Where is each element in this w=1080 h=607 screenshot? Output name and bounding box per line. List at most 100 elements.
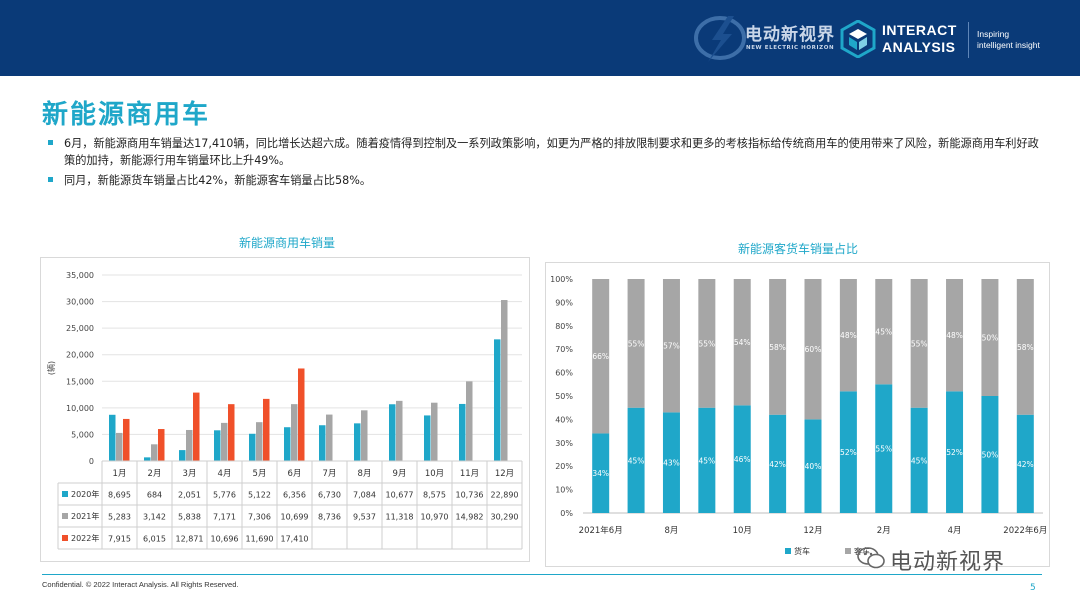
data-label: 42% (1017, 460, 1034, 469)
chart-title-sales: 新能源商用车销量 (239, 236, 336, 250)
lightning-globe-icon (694, 16, 746, 62)
data-label: 57% (663, 342, 680, 351)
data-label: 17,410 (281, 535, 309, 544)
bar-2021年 (221, 422, 228, 461)
watermark: 电动新视界 (890, 550, 1006, 575)
x-tick-label: 3月 (183, 469, 197, 479)
header-banner: 电动新视界 NEW ELECTRIC HORIZON INTERACT ANAL… (0, 0, 1080, 76)
ia-name-line1: INTERACT (882, 22, 957, 38)
bar-货车 (875, 384, 893, 513)
bar-2022年 (298, 368, 305, 461)
y-tick-label: 25,000 (66, 324, 94, 333)
bar-2021年 (291, 404, 298, 461)
data-label: 5,776 (213, 491, 236, 500)
bullet-item: 同月，新能源货车销量占比42%，新能源客车销量占比58%。 (48, 172, 1043, 189)
data-label: 7,084 (353, 491, 376, 500)
data-label: 48% (946, 331, 963, 340)
y-tick-label: 90% (555, 298, 573, 307)
data-label: 8,695 (108, 491, 131, 500)
x-tick-label: 2021年6月 (579, 525, 623, 536)
x-tick-label: 10月 (733, 526, 752, 536)
bullet-marker (48, 177, 53, 182)
legend-swatch (845, 548, 851, 554)
bar-2022年 (158, 429, 165, 461)
bar-货车 (839, 391, 857, 513)
data-label: 8,575 (423, 491, 446, 500)
y-tick-label: 20% (555, 462, 573, 471)
data-label: 48% (840, 331, 857, 340)
data-label: 12,871 (176, 535, 204, 544)
bar-2021年 (256, 422, 263, 461)
data-label: 55% (875, 445, 892, 454)
bar-2020年 (284, 427, 291, 461)
y-tick-label: 10% (555, 486, 573, 495)
bar-客车 (627, 279, 645, 408)
y-tick-label: 40% (555, 415, 573, 424)
bar-货车 (627, 407, 645, 513)
tagline: Inspiring intelligent insight (977, 29, 1040, 51)
data-label: 45% (911, 456, 928, 465)
legend-swatch (62, 491, 68, 497)
y-tick-label: 100% (550, 275, 573, 284)
data-label: 7,915 (108, 535, 131, 544)
x-tick-label: 6月 (288, 469, 302, 479)
bar-2021年 (326, 414, 333, 461)
x-tick-label: 8月 (358, 469, 372, 479)
data-label: 10,699 (281, 513, 309, 522)
data-label: 10,677 (386, 491, 414, 500)
bar-2020年 (214, 430, 221, 461)
y-tick-label: 10,000 (66, 404, 94, 413)
data-label: 66% (592, 352, 609, 361)
data-label: 43% (663, 459, 680, 468)
bar-2021年 (431, 402, 438, 461)
legend-label: 货车 (794, 546, 810, 556)
bullet-item: 6月，新能源商用车销量达17,410辆，同比增长达超六成。随着疫情得到控制及一系… (48, 135, 1043, 169)
bar-客车 (698, 279, 716, 408)
data-label: 50% (982, 451, 999, 460)
bar-2020年 (494, 339, 501, 461)
bar-2022年 (123, 418, 130, 461)
data-label: 34% (592, 469, 609, 478)
data-label: 55% (699, 339, 716, 348)
tagline-line1: Inspiring (977, 29, 1010, 39)
data-label: 30,290 (491, 513, 519, 522)
legend-swatch (62, 535, 68, 541)
sales-bar-chart: 0 5,000 10,000 15,000 20,000 25,000 30,000 35,0… (40, 257, 530, 562)
data-label: 9,537 (353, 513, 376, 522)
bullet-text: 同月，新能源货车销量占比42%，新能源客车销量占比58%。 (64, 174, 372, 187)
bar-2020年 (179, 450, 186, 461)
data-label: 6,015 (143, 535, 166, 544)
y-tick-label: 0% (560, 509, 573, 518)
y-tick-label: 50% (555, 392, 573, 401)
y-tick-label: 80% (555, 322, 573, 331)
footer-divider (42, 574, 1042, 575)
x-tick-label: 2022年6月 (1003, 525, 1047, 536)
x-tick-label: 8月 (665, 526, 679, 536)
data-label: 6,730 (318, 491, 341, 500)
bar-货车 (733, 405, 751, 513)
data-label: 10,736 (456, 491, 484, 500)
bar-客车 (592, 279, 610, 434)
data-label: 3,142 (143, 513, 166, 522)
y-tick-label: 5,000 (71, 430, 94, 439)
data-label: 10,970 (421, 513, 449, 522)
bar-2020年 (354, 423, 361, 461)
data-label: 58% (1017, 343, 1034, 352)
data-label: 5,838 (178, 513, 201, 522)
x-tick-label: 9月 (393, 469, 407, 479)
ev-logo-text: 电动新视界 (745, 25, 835, 45)
x-tick-label: 2月 (148, 469, 162, 479)
legend-swatch (62, 513, 68, 519)
x-tick-label: 12月 (803, 526, 822, 536)
legend-swatch (785, 548, 791, 554)
x-tick-label: 12月 (495, 469, 514, 479)
bar-货车 (698, 407, 716, 513)
bar-2021年 (501, 300, 508, 461)
y-tick-label: 0 (89, 457, 94, 466)
bar-2022年 (193, 392, 200, 461)
bar-客车 (946, 279, 964, 392)
data-label: 45% (628, 456, 645, 465)
data-label: 684 (147, 491, 162, 500)
data-label: 10,696 (211, 535, 239, 544)
x-tick-label: 7月 (323, 469, 337, 479)
